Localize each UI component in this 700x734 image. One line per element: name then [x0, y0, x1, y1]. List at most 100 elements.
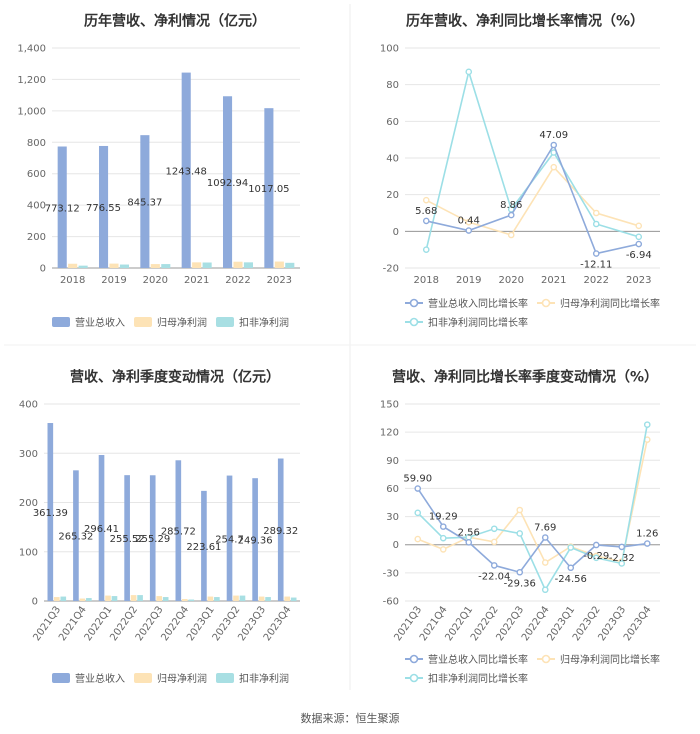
line-point: [414, 535, 422, 543]
legend-marker: [409, 298, 419, 308]
line-point: [516, 530, 524, 537]
y-tick-label: 60: [386, 484, 399, 495]
y-tick-label: 200: [27, 232, 46, 243]
y-tick-label: 100: [19, 547, 38, 558]
line-data-label: -22.04: [478, 571, 510, 582]
bar-data-label: 254.7: [215, 534, 244, 545]
line-data-label: 0.44: [458, 216, 480, 227]
legend-swatch: [134, 317, 152, 327]
bar-data-label: 776.55: [86, 203, 121, 214]
line-data-label: -2.32: [609, 553, 635, 564]
y-tick-label: 80: [386, 80, 399, 91]
legend-label: 扣非净利润: [239, 672, 289, 685]
line-data-label: -29.36: [504, 578, 536, 589]
bar-net_profit: [105, 595, 111, 601]
y-tick-label: 60: [386, 117, 399, 128]
chart-legend[interactable]: 营业总收入 归母净利润 扣非净利润: [52, 672, 289, 685]
bar-revenue: [264, 108, 274, 268]
line-point: [541, 586, 549, 594]
y-tick-label: 1,200: [17, 75, 46, 86]
bar-data-label: 289.32: [263, 526, 298, 537]
legend-label: 扣非净利润: [239, 316, 289, 329]
chart-title: 历年营收、净利情况（亿元）: [84, 13, 266, 30]
legend-swatch: [134, 673, 152, 683]
line-point: [592, 541, 600, 549]
y-tick-label: 30: [386, 512, 399, 523]
bar-revenue: [98, 455, 105, 601]
line-point: [635, 233, 643, 241]
y-tick-label: 0: [393, 227, 399, 238]
legend-swatch: [52, 673, 70, 683]
line-point: [618, 560, 626, 567]
legend-label: 营业总收入: [75, 316, 125, 329]
line-point: [541, 534, 549, 541]
line-data-label: -6.94: [626, 250, 652, 261]
line-data-label: 7.69: [534, 523, 556, 534]
line-data-label: 5.68: [415, 206, 437, 217]
bar-revenue: [47, 423, 54, 601]
bar-data-label: 361.39: [33, 508, 68, 519]
x-tick-label: 2020: [143, 275, 168, 286]
line-revenue_line: [426, 143, 639, 255]
bar-data-label: 1243.48: [166, 166, 207, 177]
bar-deducted_profit: [239, 595, 246, 601]
line-data-label: -12.11: [580, 260, 612, 271]
bar-revenue: [57, 146, 67, 268]
line-point: [422, 196, 430, 204]
x-tick-label: 2021: [184, 275, 209, 286]
y-tick-label: 200: [19, 498, 38, 509]
bar-data-label: 296.41: [84, 524, 119, 535]
bar-data-label: 1092.94: [207, 178, 248, 189]
line-data-label: 2.56: [458, 527, 480, 538]
y-tick-label: 300: [19, 449, 38, 460]
bar-net_profit: [181, 599, 188, 601]
y-tick-label: 100: [380, 44, 399, 55]
chart-panel-3: 营收、净利季度变动情况（亿元）01002003004002021Q32021Q4…: [19, 369, 300, 685]
line-point: [507, 231, 515, 239]
chart-title: 历年营收、净利同比增长率情况（%）: [406, 13, 644, 30]
bar-revenue: [73, 470, 79, 601]
bar-net_profit: [53, 597, 60, 601]
legend-label: 营业总收入同比增长率: [428, 297, 528, 310]
line-point: [541, 559, 549, 566]
chart-legend[interactable]: 营业总收入 归母净利润 扣非净利润: [52, 316, 289, 329]
chart-title: 营收、净利季度变动情况（亿元）: [70, 369, 280, 386]
line-data-label: 1.26: [636, 529, 658, 540]
line-point: [567, 544, 575, 551]
line-point: [635, 222, 643, 230]
y-tick-label: 90: [386, 456, 399, 467]
chart-panel-4: 营收、净利同比增长率季度变动情况（%）-60-30030609012015020…: [380, 369, 660, 685]
legend-label: 归母净利润同比增长率: [560, 653, 660, 666]
bar-data-label: 773.12: [45, 203, 80, 214]
bar-net_profit: [68, 263, 78, 268]
line-point: [439, 534, 447, 542]
x-tick-label: 2022: [584, 275, 609, 286]
bar-net_profit: [130, 595, 137, 601]
bar-deducted_profit: [188, 599, 195, 601]
bar-deducted_profit: [243, 262, 254, 268]
bar-deducted_profit: [290, 597, 297, 601]
legend-label: 归母净利润: [157, 672, 207, 685]
line-point: [567, 564, 575, 572]
y-tick-label: -30: [383, 568, 399, 579]
x-tick-label: 2018: [60, 275, 85, 286]
bar-deducted_profit: [86, 598, 92, 601]
line-point: [635, 240, 643, 248]
x-tick-label: 2020: [499, 275, 524, 286]
line-point: [490, 525, 498, 533]
bar-net_profit: [274, 261, 284, 268]
bar-revenue: [277, 458, 284, 601]
bar-net_profit: [192, 262, 202, 268]
bar-deducted_profit: [119, 264, 130, 268]
bar-deducted_profit: [78, 265, 88, 268]
line-point: [643, 421, 651, 428]
line-point: [507, 211, 515, 219]
line-point: [490, 562, 498, 569]
bar-deducted_profit: [60, 596, 67, 601]
legend-marker: [409, 654, 419, 664]
legend-swatch: [216, 673, 234, 683]
bar-deducted_profit: [202, 262, 212, 268]
bar-net_profit: [284, 596, 291, 601]
